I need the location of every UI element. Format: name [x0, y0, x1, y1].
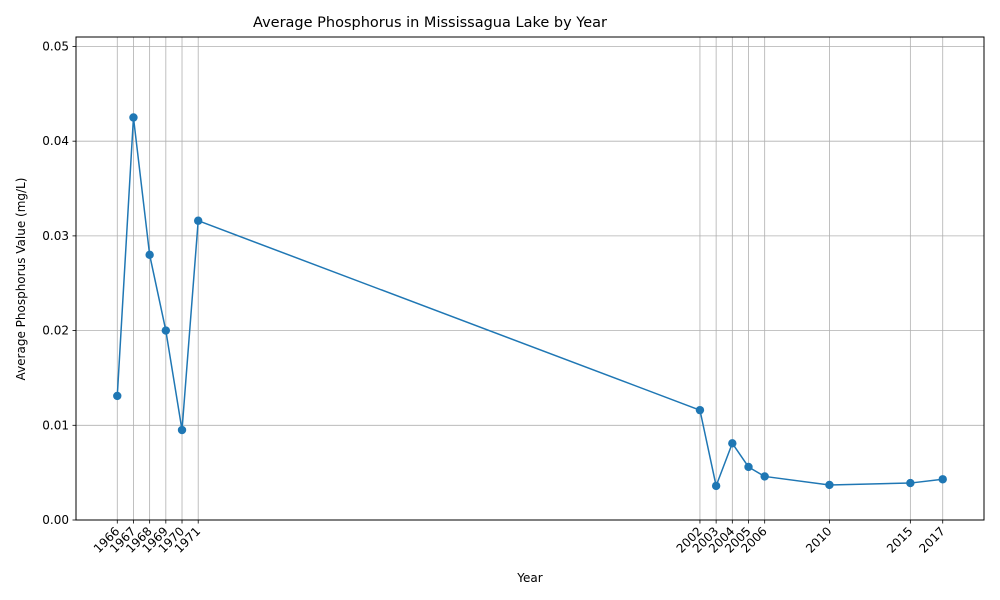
y-tick-label: 0.03	[42, 229, 69, 243]
plot-frame	[75, 36, 985, 521]
data-point	[145, 250, 154, 260]
data-point	[825, 480, 834, 490]
y-axis-title: Average Phosphorus Value (mg/L)	[14, 178, 28, 381]
data-point	[193, 216, 203, 225]
data-point	[129, 113, 138, 122]
data-point	[906, 478, 915, 488]
y-tick-label: 0.01	[42, 418, 69, 432]
data-point	[695, 405, 705, 415]
data-point	[728, 439, 737, 448]
data-point	[113, 391, 122, 401]
y-axis-ticks: 0.00 0.01 0.02 0.03 0.04 0.05	[42, 39, 76, 527]
y-tick-label: 0.02	[42, 324, 69, 338]
data-point	[938, 475, 947, 484]
y-tick-label: 0.00	[42, 513, 69, 527]
y-tick-label: 0.05	[42, 39, 69, 53]
y-tick-label: 0.04	[42, 134, 69, 148]
data-point	[711, 481, 721, 491]
data-point	[744, 462, 753, 472]
series-line	[116, 116, 943, 487]
data-point	[177, 425, 187, 435]
x-axis-title: Year	[516, 571, 542, 585]
chart-title: Average Phosphorus in Mississagua Lake b…	[253, 15, 607, 31]
data-point	[161, 326, 171, 335]
data-point	[760, 472, 769, 481]
series-layer	[113, 113, 947, 491]
